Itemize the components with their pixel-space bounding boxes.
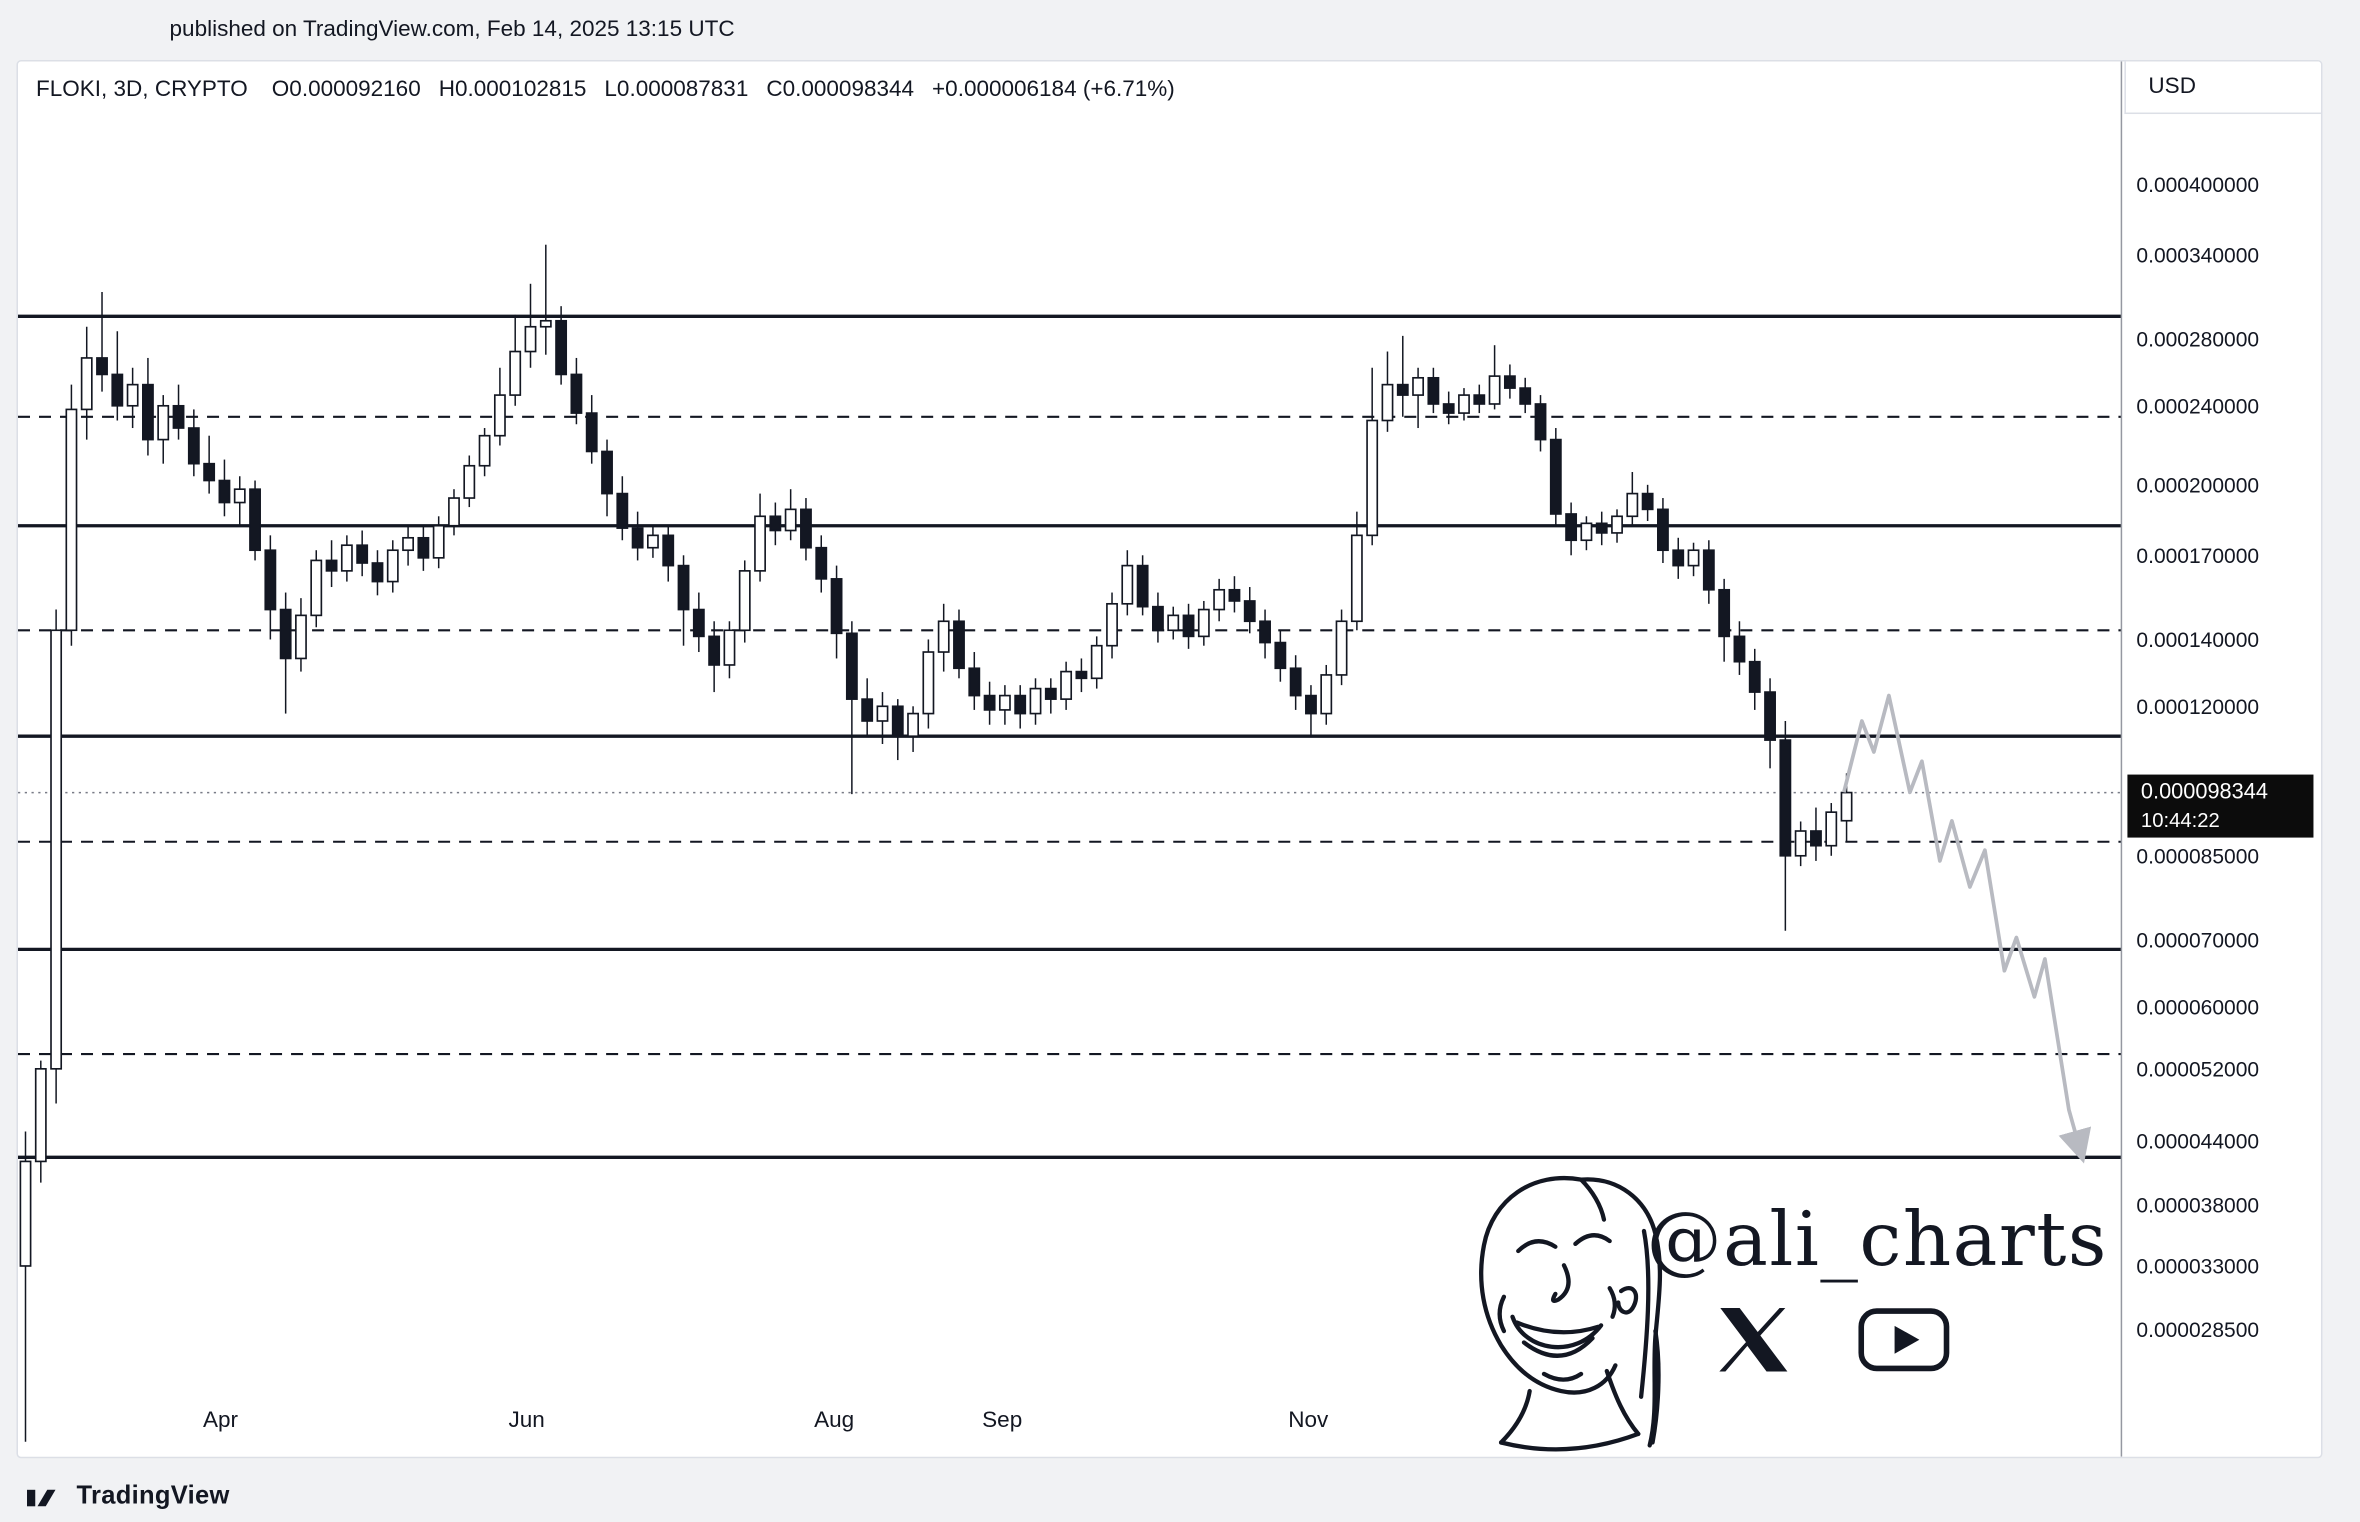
low-value: 0.000087831 — [616, 76, 749, 103]
x-logo-icon — [1718, 1308, 1787, 1372]
price-axis-label: 0.000120000 — [2136, 696, 2259, 719]
currency-toggle-button[interactable]: USD — [2124, 61, 2321, 115]
time-axis-label: Sep — [982, 1407, 1022, 1432]
open-value: 0.000092160 — [289, 76, 421, 103]
price-axis-label: 0.000033000 — [2136, 1255, 2259, 1278]
bar-countdown: 10:44:22 — [2141, 810, 2220, 832]
footer: TradingView — [27, 1481, 230, 1511]
tradingview-logo-icon — [27, 1489, 56, 1507]
watermark: @ali_charts — [1647, 1196, 2108, 1373]
price-axis-label: 0.000140000 — [2136, 629, 2259, 652]
price-axis-label: 0.000028500 — [2136, 1319, 2259, 1342]
chart-legend: FLOKI, 3D, CRYPTO O0.000092160 H0.00010281… — [36, 77, 1175, 103]
ohlc-close: C0.000098344 — [766, 77, 914, 103]
price-axis-label: 0.000170000 — [2136, 545, 2259, 568]
price-axis-label: 0.000060000 — [2136, 996, 2259, 1019]
high-label: H — [438, 76, 455, 103]
price-axis-label: 0.000052000 — [2136, 1058, 2259, 1081]
price-axis: 0.000400000 0.000340000 0.000280000 0.00024… — [2120, 61, 2259, 1457]
tradingview-brand-text[interactable]: TradingView — [76, 1480, 230, 1510]
symbol-title[interactable]: FLOKI, 3D, CRYPTO — [36, 76, 248, 103]
projection-arrow — [1842, 693, 2092, 1164]
close-label: C — [766, 76, 783, 103]
price-axis-label: 0.000280000 — [2136, 328, 2259, 351]
time-axis-label: Apr — [203, 1407, 239, 1432]
low-label: L — [604, 76, 617, 103]
laughing-face-sketch — [1479, 1176, 1663, 1452]
published-bar: published on TradingView.com, Feb 14, 20… — [0, 0, 2360, 61]
price-axis-label: 0.000400000 — [2136, 174, 2259, 197]
ohlc-open: O0.000092160 — [272, 77, 421, 103]
close-value: 0.000098344 — [782, 76, 915, 103]
ohlc-low: L0.000087831 — [604, 77, 748, 103]
change-value: +0.000006184 (+6.71%) — [932, 76, 1175, 103]
price-axis-label: 0.000085000 — [2136, 845, 2259, 868]
open-label: O — [271, 76, 290, 103]
price-axis-label: 0.000070000 — [2136, 929, 2259, 952]
price-axis-label: 0.000200000 — [2136, 474, 2259, 497]
time-axis-label: Aug — [814, 1407, 854, 1432]
published-text: published on TradingView.com, Feb 14, 20… — [169, 16, 735, 43]
current-price-badge: 0.000098344 10:44:22 — [2127, 774, 2314, 838]
price-axis-label: 0.000038000 — [2136, 1194, 2259, 1217]
current-price-value: 0.000098344 — [2141, 779, 2268, 804]
time-axis-label: Nov — [1288, 1407, 1329, 1432]
chart-panel: FLOKI, 3D, CRYPTO O0.000092160 H0.00010281… — [16, 60, 2323, 1459]
youtube-icon — [1857, 1308, 1949, 1372]
price-axis-label: 0.000044000 — [2136, 1131, 2259, 1154]
price-chart-canvas[interactable]: 0.000400000 0.000340000 0.000280000 0.00024… — [18, 61, 2321, 1457]
price-axis-label: 0.000240000 — [2136, 395, 2259, 418]
time-axis-label: Jun — [508, 1407, 544, 1432]
price-axis-label: 0.000340000 — [2136, 244, 2259, 267]
support-resistance-lines — [18, 314, 2122, 1159]
watermark-handle: @ali_charts — [1646, 1195, 2108, 1283]
watermark-icons — [1647, 1307, 2108, 1373]
high-value: 0.000102815 — [454, 76, 587, 103]
candlestick-series — [19, 244, 1853, 1442]
time-axis-labels: Apr Jun Aug Sep Nov — [203, 1407, 1329, 1432]
ohlc-high: H0.000102815 — [439, 77, 587, 103]
